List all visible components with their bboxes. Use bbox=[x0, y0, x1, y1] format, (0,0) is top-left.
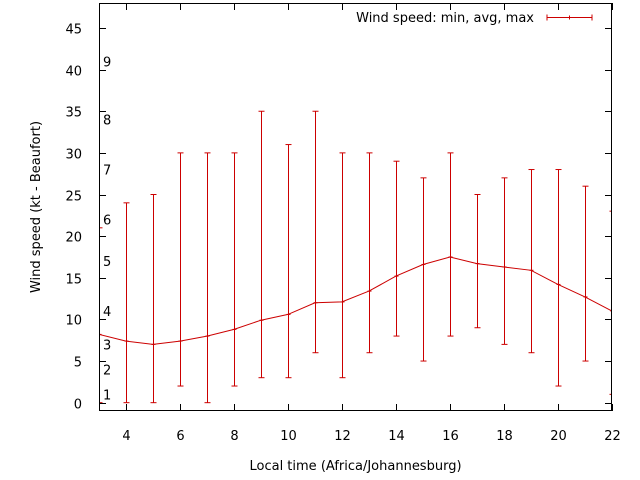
beaufort-scale-labels: 1 2 3 4 5 6 7 8 9 bbox=[103, 55, 111, 403]
y-tick-label: 0 bbox=[74, 398, 82, 413]
beaufort-label: 8 bbox=[103, 114, 111, 129]
legend-label: Wind speed: min, avg, max bbox=[356, 11, 534, 26]
y-tick-label: 35 bbox=[65, 106, 82, 121]
x-axis-ticks: 4 6 8 10 12 14 16 18 20 22 bbox=[122, 3, 621, 444]
y-tick-label: 5 bbox=[74, 356, 82, 371]
x-tick-label: 6 bbox=[176, 429, 184, 444]
y-tick-label: 15 bbox=[65, 273, 82, 288]
error-bar bbox=[204, 152, 211, 404]
error-bar bbox=[231, 152, 238, 387]
x-tick-label: 8 bbox=[230, 429, 238, 444]
x-axis-label: Local time (Africa/Johannesburg) bbox=[249, 459, 461, 474]
error-bar bbox=[528, 169, 535, 354]
x-tick-label: 10 bbox=[280, 429, 297, 444]
beaufort-label: 4 bbox=[103, 305, 111, 320]
error-bar bbox=[123, 202, 130, 404]
error-bar bbox=[366, 152, 373, 354]
error-bar bbox=[582, 185, 589, 362]
error-bar bbox=[177, 152, 184, 387]
error-bar bbox=[447, 152, 454, 337]
error-bar bbox=[474, 194, 481, 329]
y-tick-label: 40 bbox=[65, 65, 82, 80]
beaufort-label: 9 bbox=[103, 55, 111, 70]
y-tick-label: 20 bbox=[65, 231, 82, 246]
error-bar bbox=[609, 210, 612, 395]
x-tick-label: 20 bbox=[550, 429, 567, 444]
x-tick-label: 12 bbox=[334, 429, 351, 444]
beaufort-label: 1 bbox=[103, 388, 111, 403]
error-bar bbox=[150, 194, 157, 404]
beaufort-label: 2 bbox=[103, 363, 111, 378]
error-bar bbox=[285, 144, 292, 379]
x-tick-label: 4 bbox=[122, 429, 130, 444]
y-tick-label: 45 bbox=[65, 23, 82, 38]
error-bar bbox=[501, 177, 508, 345]
x-tick-label: 16 bbox=[442, 429, 459, 444]
error-bar bbox=[312, 110, 319, 354]
error-bar bbox=[258, 110, 265, 379]
error-bar bbox=[420, 177, 427, 362]
y-tick-label: 10 bbox=[65, 314, 82, 329]
plot-content bbox=[99, 110, 612, 404]
error-bar bbox=[339, 152, 346, 379]
error-bar bbox=[555, 169, 562, 387]
beaufort-label: 7 bbox=[103, 164, 111, 179]
y-tick-label: 25 bbox=[65, 190, 82, 205]
y-axis-label: Wind speed (kt - Beaufort) bbox=[29, 121, 44, 293]
x-tick-label: 22 bbox=[604, 429, 621, 444]
legend-errorbar-sample bbox=[546, 14, 593, 21]
error-bar bbox=[393, 160, 400, 337]
beaufort-label: 5 bbox=[103, 255, 111, 270]
legend: Wind speed: min, avg, max bbox=[356, 11, 593, 26]
beaufort-label: 3 bbox=[103, 338, 111, 353]
beaufort-label: 6 bbox=[103, 213, 111, 228]
plot-frame bbox=[99, 3, 612, 411]
y-tick-label: 30 bbox=[65, 148, 82, 163]
x-tick-label: 18 bbox=[496, 429, 513, 444]
x-tick-label: 14 bbox=[388, 429, 405, 444]
